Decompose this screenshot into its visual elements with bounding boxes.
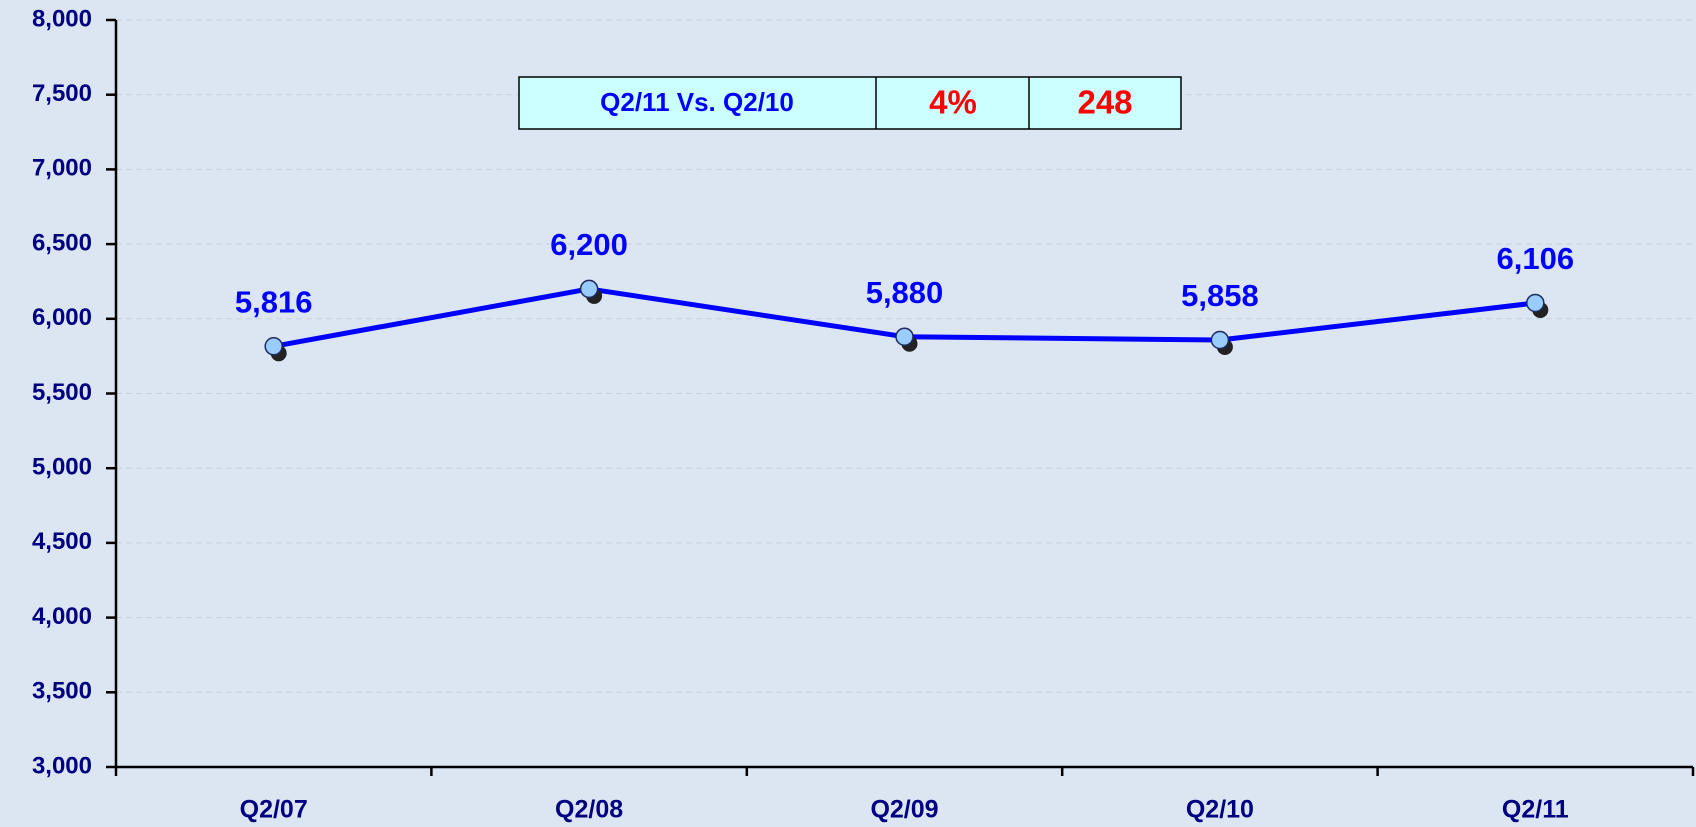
annotation-change: 248 (1077, 84, 1132, 121)
marker (1210, 330, 1230, 350)
marker (264, 337, 283, 356)
y-tick-label: 6,500 (32, 229, 92, 256)
annotation-label: Q2/11 Vs. Q2/10 (600, 87, 794, 117)
y-tick-label: 5,500 (32, 379, 92, 406)
y-tick-label: 4,000 (32, 603, 92, 630)
data-label: 5,858 (1181, 278, 1259, 313)
x-tick-label: Q2/08 (555, 796, 623, 824)
y-tick-label: 4,500 (32, 528, 92, 555)
y-tick-label: 3,000 (32, 752, 92, 779)
data-label: 6,106 (1497, 241, 1575, 276)
y-tick-label: 7,500 (32, 80, 92, 107)
marker (895, 327, 914, 346)
y-tick-label: 6,000 (32, 304, 92, 331)
y-tick-label: 5,000 (32, 454, 92, 481)
annotation-box (518, 76, 1182, 130)
x-tick-label: Q2/09 (870, 796, 938, 824)
data-label: 5,880 (866, 275, 944, 310)
x-tick-label: Q2/10 (1186, 796, 1254, 824)
y-tick-label: 3,500 (32, 678, 92, 705)
data-label: 6,200 (550, 227, 628, 262)
marker (1526, 293, 1545, 313)
x-tick-label: Q2/11 (1502, 796, 1569, 824)
y-tick-label: 8,000 (32, 5, 92, 32)
y-tick-label: 7,000 (32, 155, 92, 182)
marker (579, 279, 599, 299)
annotation-percent: 4% (929, 84, 977, 121)
data-label: 5,816 (235, 284, 313, 319)
x-tick-label: Q2/07 (240, 796, 308, 824)
